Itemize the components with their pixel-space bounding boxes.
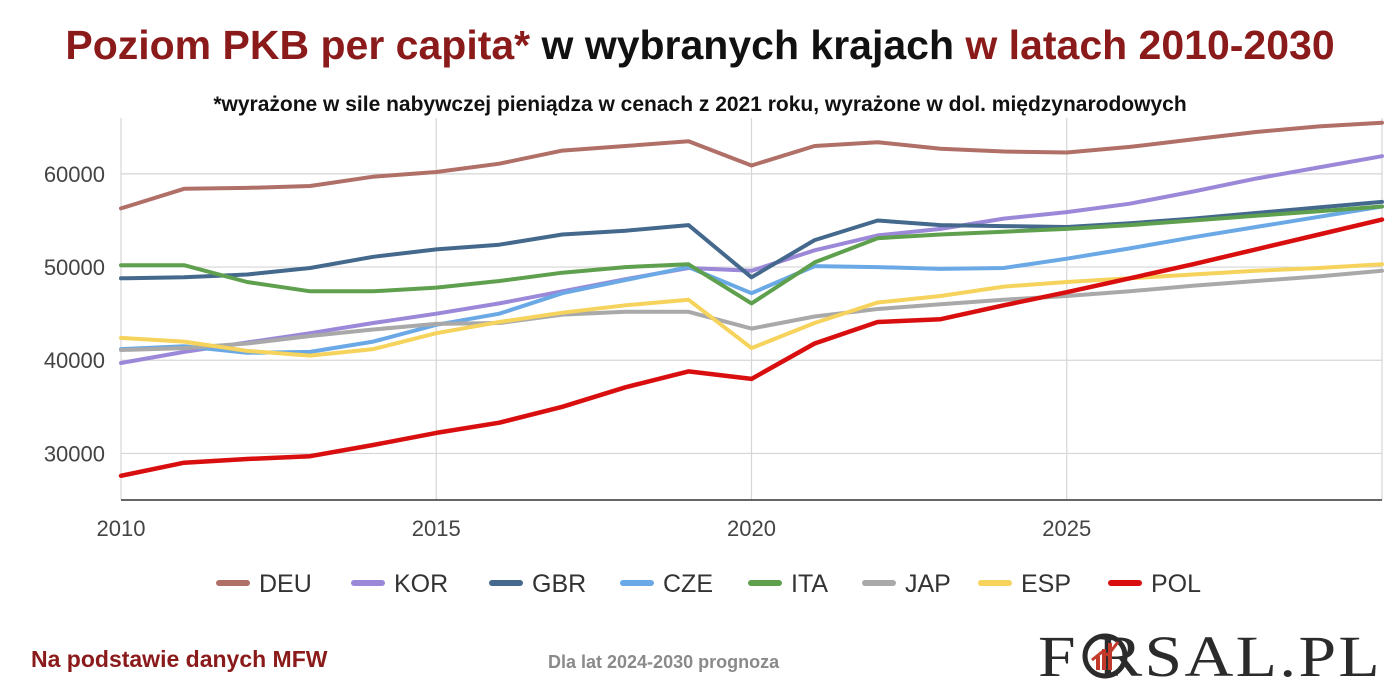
series-line-esp <box>119 262 1384 358</box>
y-tick-label: 30000 <box>44 441 105 466</box>
legend-label-pol: POL <box>1151 570 1201 598</box>
y-tick-label: 40000 <box>44 348 105 373</box>
chart-subtitle: *wyrażone w sile nabywczej pieniądza w c… <box>213 93 1187 116</box>
series-line-deu <box>119 120 1384 211</box>
chart-title-part2: w wybranych krajach <box>530 22 966 68</box>
legend-label-jap: JAP <box>905 570 951 598</box>
forsal-logo: F RSAL.PL <box>1038 624 1382 686</box>
legend-label-esp: ESP <box>1021 570 1071 598</box>
chart-title: Poziom PKB per capita* w wybranych kraja… <box>0 14 1400 76</box>
legend-label-ita: ITA <box>791 570 828 598</box>
series-line-jap <box>119 268 1384 352</box>
legend-label-cze: CZE <box>663 570 713 598</box>
line-chart: 30000 40000 50000 60000 2010 2015 2020 2025 DEU K… <box>44 118 1385 598</box>
legend-label-kor: KOR <box>394 570 448 598</box>
x-tick-label: 2020 <box>727 516 776 541</box>
y-tick-label: 50000 <box>44 255 105 280</box>
legend-label-deu: DEU <box>259 570 312 598</box>
forecast-note: Dla lat 2024-2030 prognoza <box>548 652 780 672</box>
series-line-kor <box>119 154 1384 365</box>
series-line-pol <box>118 217 1385 479</box>
logo-text: F RSAL.PL <box>1038 624 1382 686</box>
x-tick-label: 2025 <box>1042 516 1091 541</box>
source-note: Na podstawie danych MFW <box>31 646 328 672</box>
x-tick-label: 2010 <box>97 516 146 541</box>
series-line-ita <box>119 204 1384 306</box>
x-tick-label: 2015 <box>412 516 461 541</box>
logo-o-icon <box>1082 633 1128 679</box>
chart-title-part3: w latach 2010-2030 <box>965 22 1335 68</box>
y-tick-label: 60000 <box>44 162 105 187</box>
chart-title-part1: Poziom PKB per capita* <box>65 22 531 68</box>
series-line-cze <box>119 204 1384 355</box>
legend-label-gbr: GBR <box>532 570 586 598</box>
